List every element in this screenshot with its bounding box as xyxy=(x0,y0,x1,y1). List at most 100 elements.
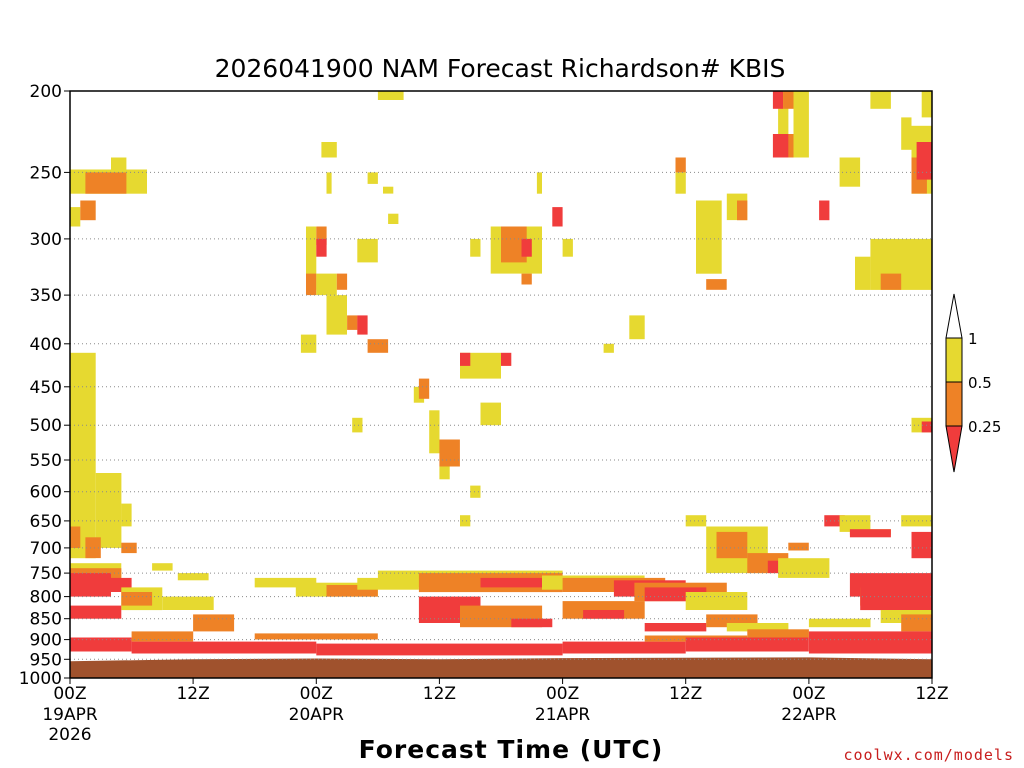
surface-layer xyxy=(70,657,932,678)
heatmap-region-4 xyxy=(80,200,96,221)
y-tick-label-600: 600 xyxy=(30,483,62,503)
x-tick-year-0: 2026 xyxy=(48,725,91,745)
legend-bin-red xyxy=(945,425,963,473)
heatmap-region-123 xyxy=(860,582,932,611)
heatmap-region-61 xyxy=(783,91,794,109)
heatmap-region-38 xyxy=(460,515,471,527)
heatmap-region-8 xyxy=(70,526,81,548)
legend-label-0.25: 0.25 xyxy=(968,418,1001,436)
heatmap-region-26 xyxy=(377,91,404,100)
heatmap-region-59 xyxy=(778,91,789,158)
heatmap-region-49 xyxy=(470,238,481,257)
heatmap-region-125 xyxy=(901,614,932,632)
y-tick-label-500: 500 xyxy=(30,416,62,436)
heatmap-region-42 xyxy=(480,402,501,426)
heatmap-region-19 xyxy=(326,295,347,335)
heatmap-region-100 xyxy=(254,577,317,588)
heatmap-region-70 xyxy=(870,91,891,109)
heatmap-region-46 xyxy=(552,207,563,227)
heatmap-region-16 xyxy=(306,273,317,296)
heatmap-region-102 xyxy=(326,585,378,597)
heatmap-region-17 xyxy=(316,273,337,296)
y-tick-label-650: 650 xyxy=(30,512,62,532)
y-tick-label-450: 450 xyxy=(30,378,62,398)
x-tick-date-4: 21APR xyxy=(535,705,591,725)
x-tick-label-6: 00Z xyxy=(792,684,825,704)
x-tick-date-0: 19APR xyxy=(42,705,98,725)
y-tick-label-700: 700 xyxy=(30,539,62,559)
legend-label-1: 1 xyxy=(968,330,978,348)
plot-frame xyxy=(69,90,933,679)
x-axis-label: Forecast Time (UTC) xyxy=(359,735,664,764)
heatmap-region-25 xyxy=(321,142,337,158)
heatmap-region-47 xyxy=(521,273,532,285)
heatmap-region-37 xyxy=(470,485,481,498)
heatmap-region-18 xyxy=(336,273,348,290)
heatmap-region-106 xyxy=(480,577,563,588)
x-tick-label-2: 00Z xyxy=(300,684,333,704)
heatmap-region-9 xyxy=(85,537,101,559)
heatmap-region-12 xyxy=(177,573,209,581)
heatmap-region-55 xyxy=(696,200,722,274)
y-tick-label-950: 950 xyxy=(30,650,62,670)
heatmap-region-21 xyxy=(357,315,368,335)
heatmap-region-115 xyxy=(685,592,748,610)
heatmap-region-41 xyxy=(501,352,512,366)
heatmap-region-36 xyxy=(439,466,450,480)
heatmap-region-77 xyxy=(921,421,932,433)
x-tick-label-7: 12Z xyxy=(915,684,948,704)
heatmap-region-84 xyxy=(788,542,809,551)
heatmap-region-28 xyxy=(367,172,378,184)
heatmap-region-80 xyxy=(716,531,748,559)
y-tick-label-350: 350 xyxy=(30,286,62,306)
heatmap-region-34 xyxy=(429,410,440,454)
x-tick-label-0: 00Z xyxy=(53,684,86,704)
heatmap-region-74 xyxy=(916,142,932,180)
heatmap-region-31 xyxy=(352,417,363,433)
heatmap-region-127 xyxy=(70,637,132,652)
heatmap-region-54 xyxy=(675,157,686,173)
heatmap-region-66 xyxy=(839,157,861,187)
heatmap-region-88 xyxy=(849,529,891,538)
colorbar-legend: 1 0.5 0.25 xyxy=(945,293,1001,473)
heatmap-region-52 xyxy=(603,343,614,353)
heatmap-region-131 xyxy=(316,643,563,656)
heatmap-region-40 xyxy=(460,352,471,366)
heatmap-region-130 xyxy=(254,633,378,640)
y-tick-label-850: 850 xyxy=(30,610,62,630)
x-tick-date-6: 22APR xyxy=(781,705,837,725)
heatmap-region-93 xyxy=(70,573,111,597)
heatmap-region-126 xyxy=(808,618,871,628)
heatmap-region-69 xyxy=(880,273,902,290)
heatmap-region-120 xyxy=(726,623,789,632)
heatmap-region-96 xyxy=(121,592,153,606)
credit-text: coolwx.com/models xyxy=(843,746,1014,764)
heatmap-region-22 xyxy=(300,334,317,353)
heatmap-region-2 xyxy=(85,172,127,194)
legend-bin-yellow xyxy=(945,337,963,383)
chart-title: 2026041900 NAM Forecast Richardson# KBIS xyxy=(215,54,786,83)
heatmap-region-24 xyxy=(357,238,378,263)
heatmap-region-89 xyxy=(901,515,932,527)
heatmap-region-14 xyxy=(316,226,327,245)
heatmap-region-75 xyxy=(921,91,932,118)
heatmap-region-33 xyxy=(418,378,430,399)
heatmap-region-10 xyxy=(121,542,137,554)
heatmap-region-118 xyxy=(644,623,707,632)
heatmap-region-134 xyxy=(685,637,809,652)
legend-label-0.5: 0.5 xyxy=(968,374,992,392)
heatmap-region-64 xyxy=(793,91,809,158)
heatmap-region-6 xyxy=(95,473,122,548)
heatmap-region-97 xyxy=(70,605,122,619)
heatmap-region-136 xyxy=(808,631,932,654)
heatmap-region-58 xyxy=(737,200,748,221)
heatmap-region-48 xyxy=(536,172,542,194)
legend-bin-orange xyxy=(945,381,963,427)
y-tick-label-200: 200 xyxy=(30,82,62,102)
heatmap-region-128 xyxy=(131,631,194,642)
heatmap-region-35 xyxy=(439,439,460,467)
y-tick-label-550: 550 xyxy=(30,451,62,471)
heatmap-region-129 xyxy=(131,641,317,654)
